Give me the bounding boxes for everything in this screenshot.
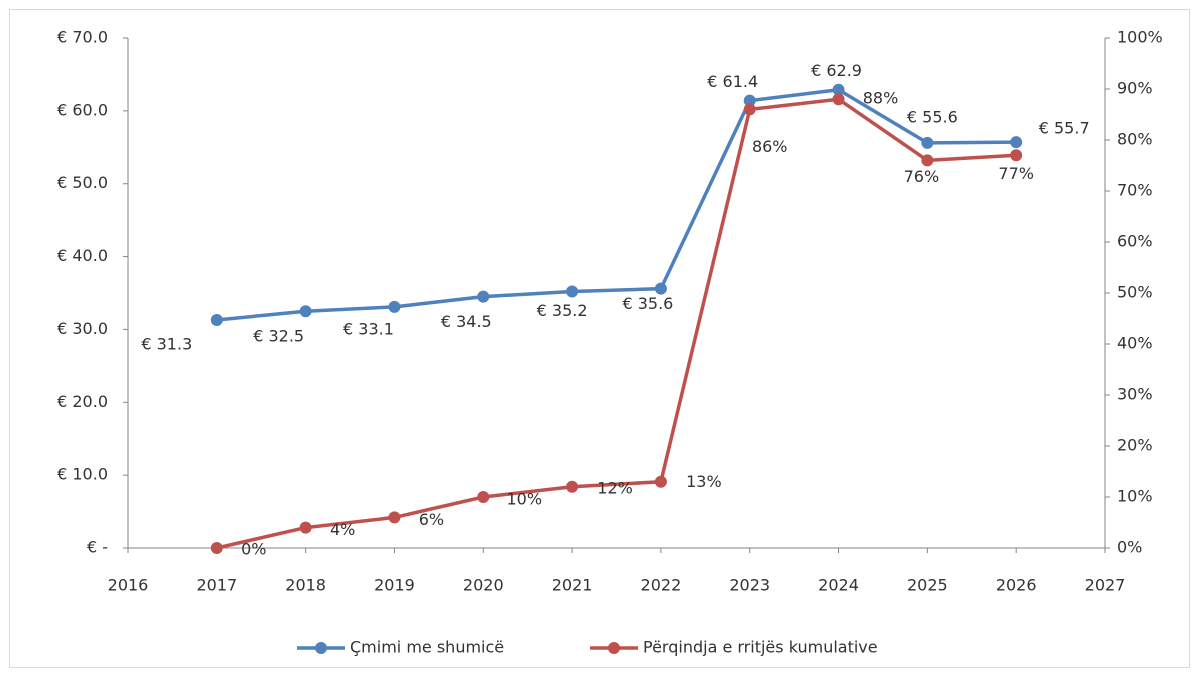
y2-tick-label: 10%: [1117, 487, 1153, 506]
x-tick-label: 2025: [907, 576, 948, 595]
y2-tick-label: 100%: [1117, 28, 1163, 47]
data-point: [654, 282, 667, 295]
y-tick-label: € 30.0: [57, 319, 108, 338]
y2-tick-label: 90%: [1117, 79, 1153, 98]
y2-tick-label: 30%: [1117, 385, 1153, 404]
data-label: € 62.9: [811, 61, 862, 80]
data-label: 12%: [597, 478, 633, 497]
x-tick-label: 2018: [285, 576, 326, 595]
data-point: [477, 491, 490, 503]
data-point: [210, 542, 223, 554]
x-tick-label: 2016: [108, 576, 149, 595]
data-point: [388, 511, 401, 524]
x-tick-label: 2020: [463, 576, 504, 595]
y2-tick-label: 50%: [1117, 283, 1153, 302]
legend-marker: [315, 642, 327, 654]
data-label: € 33.1: [343, 319, 394, 338]
data-label: € 34.5: [441, 312, 492, 331]
data-point: [210, 313, 223, 326]
data-label: 13%: [686, 472, 722, 491]
x-tick-label: 2021: [552, 576, 593, 595]
y-tick-label: € 20.0: [57, 392, 108, 411]
data-label: € 31.3: [141, 334, 192, 353]
x-tick-label: 2026: [996, 576, 1037, 595]
data-point: [388, 300, 401, 313]
legend-marker: [608, 642, 620, 654]
data-point: [299, 521, 312, 534]
data-point: [566, 480, 579, 493]
data-point: [477, 290, 490, 303]
y2-tick-label: 40%: [1117, 334, 1153, 353]
data-label: € 55.6: [907, 107, 958, 126]
data-label: 88%: [863, 89, 899, 108]
data-label: € 32.5: [253, 327, 304, 346]
data-point: [566, 285, 579, 298]
data-label: 86%: [752, 137, 788, 156]
y-tick-label: € 10.0: [57, 465, 108, 484]
chart-frame: [9, 9, 1190, 668]
y-tick-label: € 70.0: [57, 28, 108, 47]
y-tick-label: € 50.0: [57, 173, 108, 192]
data-point: [654, 475, 667, 488]
series-line: [216, 87, 1017, 322]
data-point: [299, 305, 312, 318]
data-point: [832, 93, 845, 106]
y-tick-label: € 60.0: [57, 100, 108, 119]
x-tick-label: 2024: [818, 576, 859, 595]
data-label: € 35.2: [537, 301, 588, 320]
data-label: € 35.6: [622, 294, 673, 313]
legend-label: Çmimi me shumicë: [350, 638, 504, 657]
data-label: 0%: [241, 540, 266, 559]
x-tick-label: 2027: [1085, 576, 1126, 595]
legend-label: Përqindja e rritjës kumulative: [643, 638, 878, 657]
x-tick-label: 2023: [729, 576, 770, 595]
data-point: [1010, 149, 1023, 162]
data-label: 10%: [506, 490, 542, 509]
x-tick-label: 2017: [196, 576, 237, 595]
data-label: € 55.7: [1039, 119, 1090, 138]
series-line: [216, 97, 1017, 550]
data-point: [832, 83, 845, 96]
y-tick-label: € 40.0: [57, 246, 108, 265]
y-tick-label: € -: [87, 538, 108, 557]
y2-tick-label: 20%: [1117, 436, 1153, 455]
data-point: [921, 136, 934, 149]
x-tick-label: 2019: [374, 576, 415, 595]
data-point: [1010, 136, 1023, 149]
y2-tick-label: 60%: [1117, 232, 1153, 251]
data-label: 6%: [419, 510, 444, 529]
data-point: [743, 94, 756, 107]
x-tick-label: 2022: [641, 576, 682, 595]
data-point: [743, 103, 756, 116]
y2-tick-label: 0%: [1117, 538, 1142, 557]
y2-tick-label: 80%: [1117, 130, 1153, 149]
data-label: 76%: [904, 167, 940, 186]
data-label: 4%: [330, 520, 355, 539]
data-label: € 61.4: [707, 72, 758, 91]
data-point: [921, 154, 934, 167]
data-label: 77%: [998, 164, 1034, 183]
y2-tick-label: 70%: [1117, 181, 1153, 200]
